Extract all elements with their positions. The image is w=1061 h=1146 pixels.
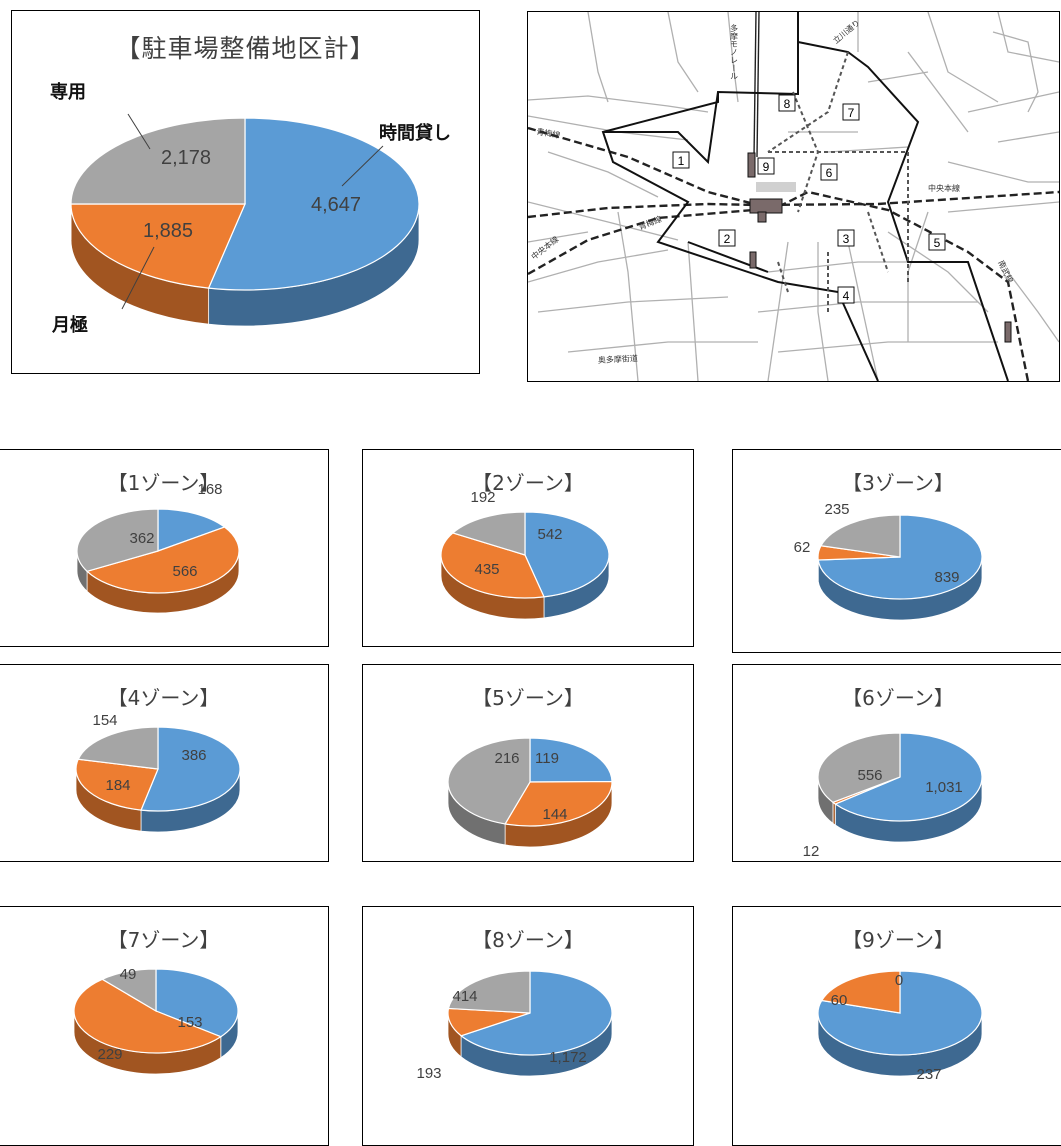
zone-label-9: 9 [758,158,774,174]
data-label: 60 [831,992,848,1009]
data-label: 192 [470,489,495,506]
svg-text:3: 3 [843,232,850,246]
data-label: 184 [105,777,130,794]
data-label: 216 [494,750,519,767]
zone-label-6: 6 [821,164,837,180]
zone-label-3: 3 [838,230,854,246]
zone-label-7: 7 [843,104,859,120]
data-label: 542 [537,526,562,543]
zone-2-pie-chart: 542 435 192 [363,450,693,646]
label-tachikawa-dori: 立川通り [831,17,862,45]
data-label: 1,031 [925,779,963,796]
svg-text:1: 1 [678,154,685,168]
zone-boundaries [603,12,1008,381]
zone-label-2: 2 [719,230,735,246]
data-label: 168 [197,481,222,498]
data-label: 62 [794,539,811,556]
zone-map: 1 2 3 4 5 6 7 8 9 多摩モノレール 立川通り 青梅線 青梅線 中… [527,11,1060,382]
data-label: 1,885 [143,220,193,242]
svg-text:8: 8 [784,97,791,111]
data-label: 144 [542,806,567,823]
svg-text:7: 7 [848,106,855,120]
railway-lines [528,12,1059,381]
data-label: 154 [92,712,117,729]
data-label: 435 [474,561,499,578]
zone-5-pie-chart: 119 144 216 [363,665,693,861]
data-label: 0 [895,972,903,989]
pie-slice-専用 [71,118,245,204]
zone-1-pie-chart: 168 566 362 [0,450,328,646]
svg-text:4: 4 [843,289,850,303]
label-chuo-line-left: 中央本線 [529,234,560,262]
label-chuo-line-right: 中央本線 [928,183,960,193]
legend-label-時間貸し: 時間貸し [379,122,451,143]
svg-text:6: 6 [826,166,833,180]
data-label: 1,172 [549,1049,587,1066]
svg-text:2: 2 [724,232,731,246]
zone-map-svg: 1 2 3 4 5 6 7 8 9 多摩モノレール 立川通り 青梅線 青梅線 中… [528,12,1059,381]
data-label: 235 [824,501,849,518]
zone-label-1: 1 [673,152,689,168]
label-nambu-line: 南武線 [996,259,1015,285]
data-label: 153 [177,1014,202,1031]
label-okutama-kaido: 奥多摩街道 [598,353,638,365]
data-label: 566 [172,563,197,580]
data-label: 839 [934,569,959,586]
zone-9-pie-chart: 237 60 0 [733,907,1061,1145]
data-label: 237 [916,1066,941,1083]
zone-3-pie-chart: 839 62 235 [733,450,1061,652]
zone-label-8: 8 [779,95,795,111]
legend-label-専用: 専用 [50,81,86,102]
data-label: 49 [120,966,137,983]
zone-6-pie-chart: 1,031 12 556 [733,665,1061,861]
zone-7-pie-chart: 153 229 49 [0,907,328,1145]
zone-label-4: 4 [838,287,854,303]
label-tama-monorail: 多摩モノレール [730,23,739,80]
data-label: 4,647 [311,194,361,216]
data-label: 414 [452,988,477,1005]
data-label: 193 [416,1065,441,1082]
data-label: 386 [181,747,206,764]
label-ome-line-1: 青梅線 [536,126,561,140]
svg-text:5: 5 [934,236,941,250]
zone-8-pie-chart: 1,172 193 414 [363,907,693,1145]
legend-label-月極: 月極 [51,314,88,335]
data-label: 12 [803,843,820,860]
zone-label-5: 5 [929,234,945,250]
data-label: 362 [129,530,154,547]
svg-text:9: 9 [763,160,770,174]
data-label: 556 [857,767,882,784]
data-label: 119 [535,750,559,767]
data-label: 229 [97,1046,122,1063]
label-ome-line-2: 青梅線 [637,214,663,232]
data-label: 2,178 [161,147,211,169]
zone-4-pie-chart: 386 184 154 [0,665,328,861]
